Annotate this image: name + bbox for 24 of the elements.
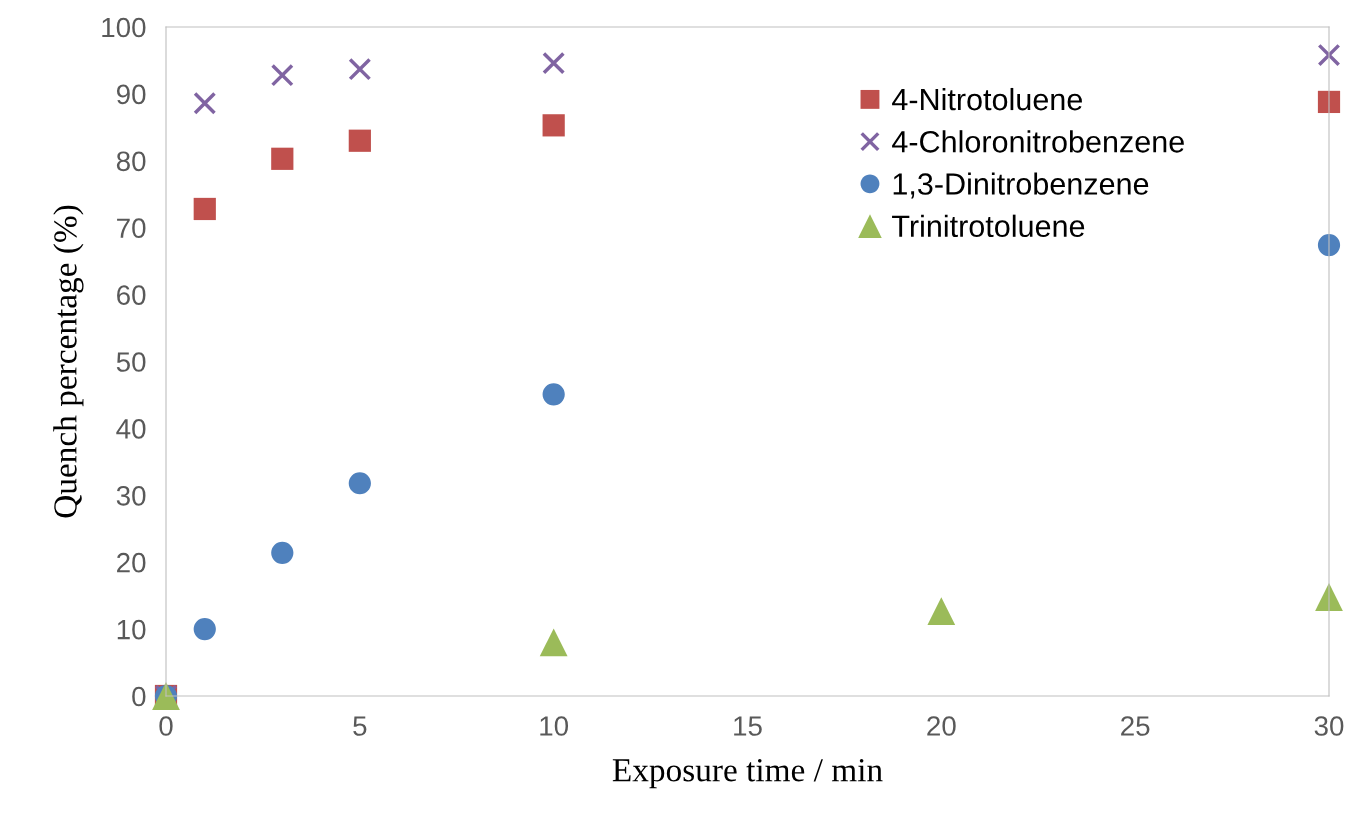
x-tick-label: 0 xyxy=(159,716,173,736)
y-tick-label: 40 xyxy=(116,419,146,439)
y-tick-label: 60 xyxy=(117,285,146,305)
x-axis-title: Exposure time / min xyxy=(612,759,883,789)
x-tick-label: 20 xyxy=(927,716,956,736)
x-tick-label: 25 xyxy=(1121,716,1150,736)
x-tick-label: 5 xyxy=(353,716,367,736)
y-tick-label: 100 xyxy=(102,17,146,38)
legend-label: 1,3-Dinitrobenzene xyxy=(893,172,1149,199)
y-tick-label: 90 xyxy=(116,84,146,105)
y-tick-label: 30 xyxy=(116,485,146,506)
y-axis-title: Quench percentage (%) xyxy=(53,205,84,518)
y-tick-label: 10 xyxy=(117,619,146,640)
x-tick-label: 10 xyxy=(540,716,569,736)
y-tick-label: 80 xyxy=(116,151,146,172)
y-tick-label: 0 xyxy=(132,686,146,707)
x-tick-label: 30 xyxy=(1314,716,1344,736)
legend-label: 4-Chloronitrobenzene xyxy=(892,130,1184,153)
y-tick-label: 20 xyxy=(117,552,146,573)
legend-label: 4-Nitrotoluene xyxy=(892,87,1082,111)
legend-label: Trinitrotoluene xyxy=(892,214,1085,238)
x-tick-label: 15 xyxy=(734,716,762,736)
y-tick-label: 70 xyxy=(117,218,146,239)
y-tick-label: 50 xyxy=(116,352,146,372)
